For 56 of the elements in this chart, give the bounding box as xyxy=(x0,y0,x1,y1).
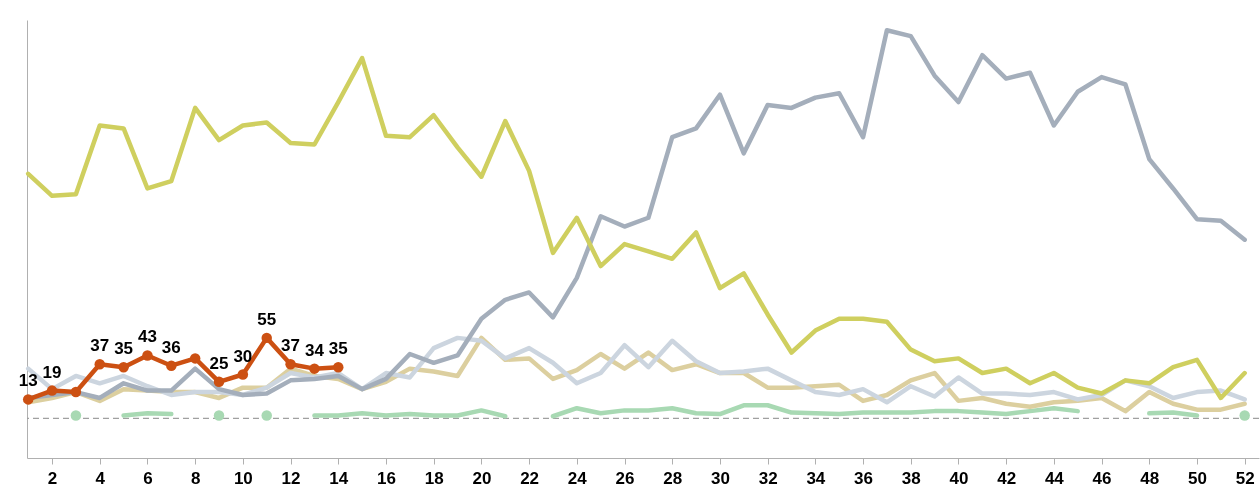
data-label: 13 xyxy=(18,371,38,391)
point xyxy=(237,369,249,380)
point xyxy=(213,410,225,421)
x-tick-label: 44 xyxy=(1044,468,1065,488)
data-label: 43 xyxy=(138,327,157,347)
x-tick-label: 40 xyxy=(949,468,969,488)
data-label: 25 xyxy=(209,353,229,373)
point xyxy=(166,360,177,371)
point xyxy=(118,361,129,373)
data-label: 37 xyxy=(281,336,301,356)
point xyxy=(22,394,34,405)
x-tick-label: 26 xyxy=(615,468,635,488)
x-tick-label: 30 xyxy=(710,468,730,488)
point xyxy=(94,359,105,370)
x-tick-label: 22 xyxy=(520,468,540,488)
x-tick-label: 36 xyxy=(854,468,873,488)
x-tick-label: 14 xyxy=(329,468,349,488)
data-label: 19 xyxy=(42,362,62,382)
data-label: 30 xyxy=(233,346,253,366)
x-tick-label: 32 xyxy=(758,468,778,488)
x-tick-label: 10 xyxy=(233,468,253,488)
point xyxy=(261,410,272,421)
x-tick-label: 12 xyxy=(281,468,301,488)
point xyxy=(285,359,296,370)
x-tick-label: 52 xyxy=(1235,468,1255,488)
x-tick-label: 4 xyxy=(95,468,106,488)
data-label: 55 xyxy=(257,309,277,329)
point xyxy=(333,361,344,373)
x-tick-label: 2 xyxy=(47,468,58,488)
data-label: 37 xyxy=(90,336,110,356)
point xyxy=(142,350,153,361)
point xyxy=(189,353,201,364)
x-tick-label: 24 xyxy=(567,468,588,488)
x-tick-label: 8 xyxy=(190,468,201,488)
x-tick-label: 6 xyxy=(143,468,153,488)
x-tick-label: 34 xyxy=(806,468,826,488)
point xyxy=(213,376,225,388)
data-label: 36 xyxy=(161,337,181,357)
x-tick-label: 18 xyxy=(424,468,444,488)
x-tick-label: 42 xyxy=(997,468,1017,488)
data-label: 35 xyxy=(114,339,134,359)
point xyxy=(1239,410,1250,421)
x-tick-label: 20 xyxy=(472,468,492,488)
x-tick-label: 46 xyxy=(1092,468,1112,488)
point xyxy=(261,332,272,344)
point xyxy=(309,363,320,374)
x-tick-label: 16 xyxy=(377,468,396,488)
x-tick-label: 48 xyxy=(1140,468,1160,488)
x-tick-label: 50 xyxy=(1188,468,1207,488)
point xyxy=(70,410,82,421)
data-label: 34 xyxy=(304,340,325,360)
point xyxy=(46,385,58,396)
x-tick-label: 28 xyxy=(663,468,683,488)
point xyxy=(70,386,82,398)
x-tick-label: 38 xyxy=(901,468,921,488)
data-label: 35 xyxy=(328,339,348,359)
